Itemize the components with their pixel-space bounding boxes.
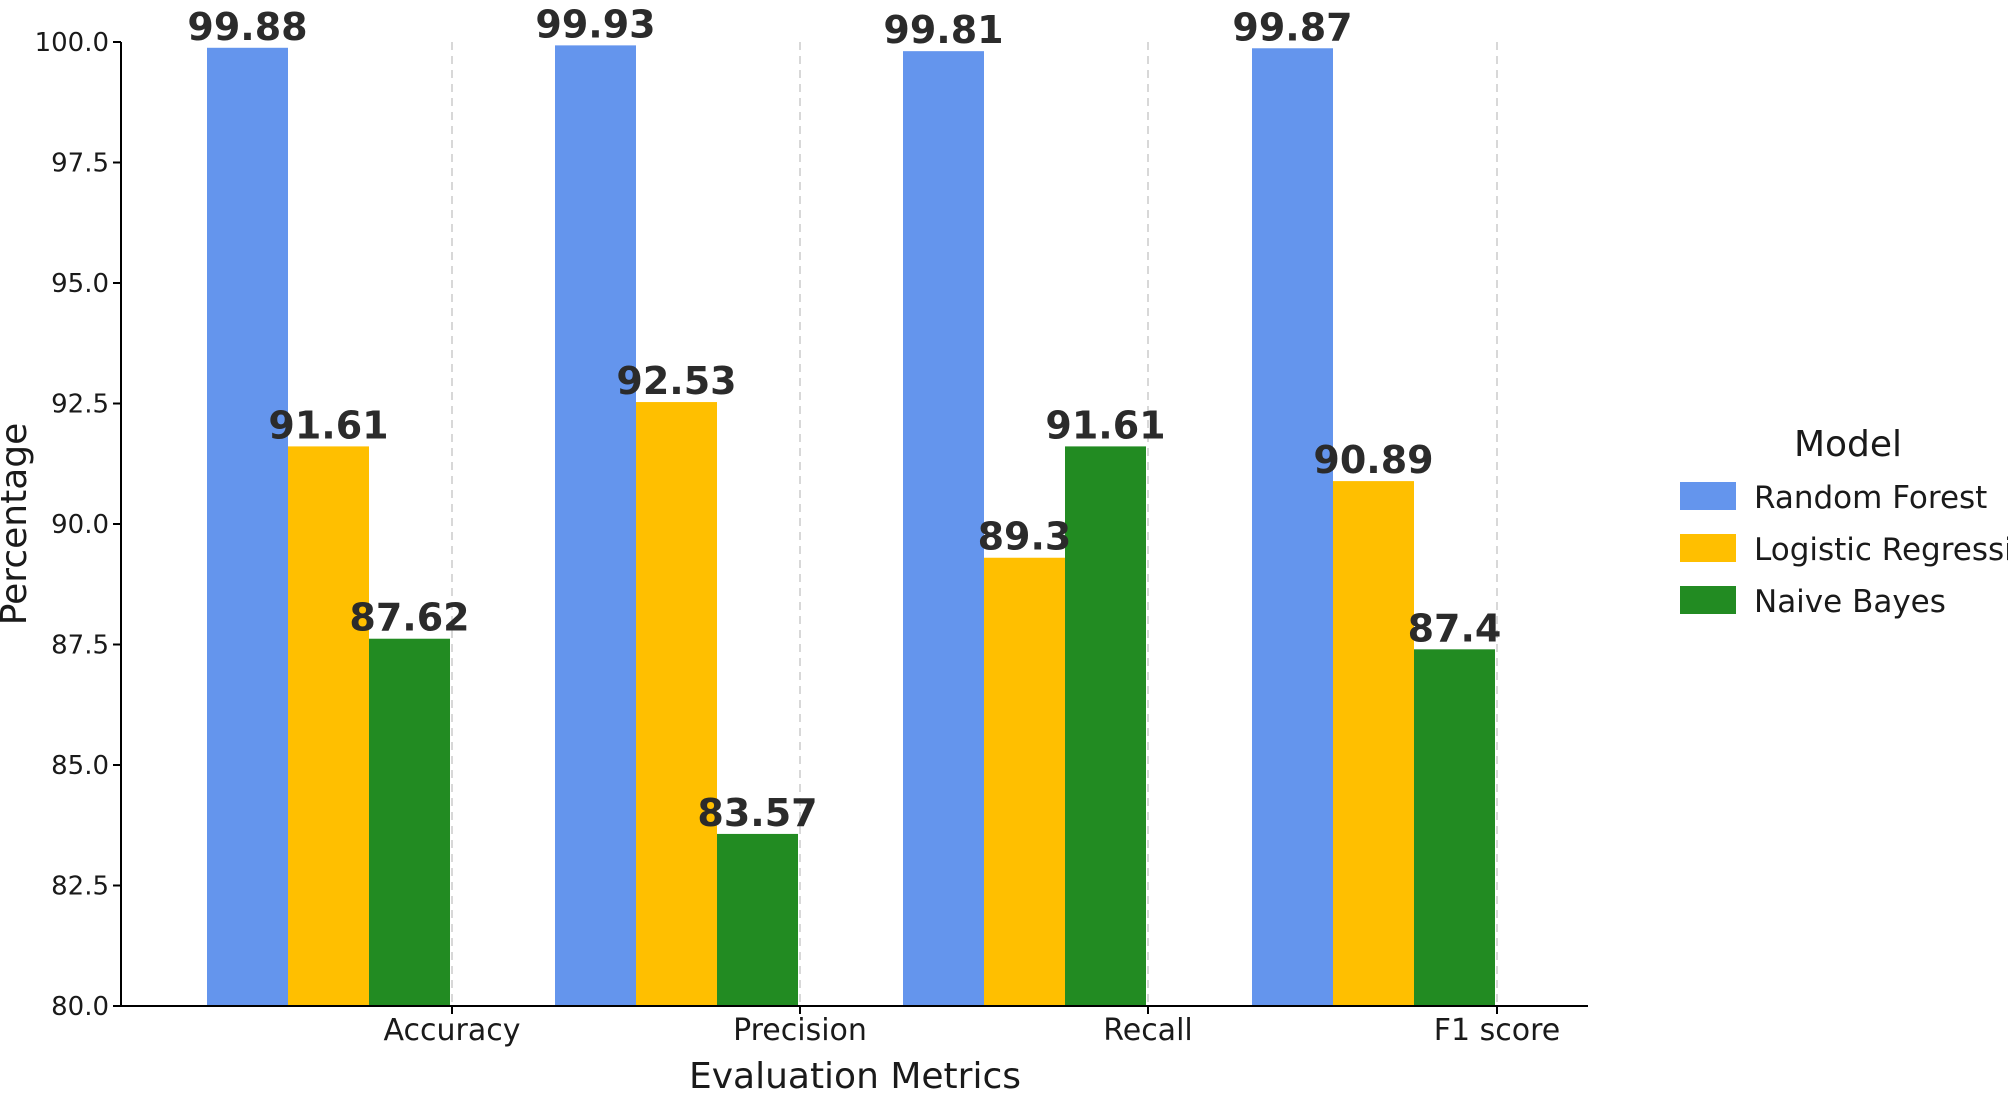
y-tick-label: 87.5 (51, 631, 109, 661)
bar-naive-bayes-accuracy (369, 638, 450, 1006)
y-ticks: 80.0 82.5 85.0 87.5 90.0 92.5 95.0 97.5 100.0 (35, 28, 121, 1022)
x-tick-label: F1 score (1434, 1013, 1561, 1048)
bar-naive-bayes-recall (1065, 446, 1146, 1006)
value-label: 99.87 (1232, 5, 1352, 49)
y-tick-label: 80.0 (51, 992, 109, 1022)
y-tick-label: 92.5 (51, 390, 109, 420)
x-ticks: Accuracy Precision Recall F1 score (384, 1006, 1561, 1048)
x-axis-title: Evaluation Metrics (689, 1056, 1021, 1097)
value-label: 99.81 (883, 8, 1003, 52)
bar-random-forest-accuracy (207, 47, 288, 1007)
grid-lines (451, 42, 1498, 1006)
bar-logistic-regression-precision (636, 402, 717, 1007)
value-label: 87.4 (1408, 606, 1502, 650)
legend-label-logistic-regression: Logistic Regression (1754, 532, 2008, 568)
y-tick-label: 97.5 (51, 149, 109, 179)
legend: Model Random Forest Logistic Regression Na… (1680, 424, 2008, 620)
legend-title: Model (1794, 424, 1902, 465)
bar-logistic-regression-accuracy (288, 446, 369, 1006)
value-label: 91.61 (1045, 403, 1165, 447)
bar-random-forest-precision (555, 45, 636, 1006)
bar-logistic-regression-f1-score (1333, 481, 1414, 1006)
bar-random-forest-recall (903, 51, 984, 1006)
value-label: 87.62 (349, 596, 469, 640)
value-label: 99.93 (535, 2, 655, 46)
value-label: 83.57 (697, 791, 817, 835)
x-tick-label: Precision (733, 1013, 867, 1048)
x-tick-label: Recall (1103, 1013, 1193, 1048)
legend-swatch-naive-bayes (1680, 586, 1736, 614)
y-tick-label: 90.0 (51, 510, 109, 540)
legend-label-random-forest: Random Forest (1754, 480, 1987, 516)
value-label: 92.53 (616, 359, 736, 403)
bar-naive-bayes-f1-score (1414, 649, 1495, 1006)
value-label: 90.89 (1313, 438, 1433, 482)
y-axis-title: Percentage (0, 423, 35, 626)
y-tick-label: 95.0 (51, 269, 109, 299)
bars (207, 45, 1495, 1007)
bar-naive-bayes-precision (717, 833, 798, 1006)
y-tick-label: 82.5 (51, 872, 109, 902)
value-labels: 99.88 99.93 99.81 99.87 91.61 92.53 89.3 90.89 8… (187, 2, 1501, 835)
legend-swatch-random-forest (1680, 482, 1736, 510)
bar-logistic-regression-recall (984, 557, 1065, 1006)
value-label: 91.61 (268, 403, 388, 447)
legend-label-naive-bayes: Naive Bayes (1754, 584, 1946, 620)
value-label: 99.88 (187, 5, 307, 49)
value-label: 89.3 (978, 515, 1072, 559)
legend-swatch-logistic-regression (1680, 534, 1736, 562)
y-tick-label: 85.0 (51, 751, 109, 781)
x-tick-label: Accuracy (384, 1013, 521, 1048)
bar-random-forest-f1-score (1252, 48, 1333, 1007)
y-tick-label: 100.0 (35, 28, 109, 58)
